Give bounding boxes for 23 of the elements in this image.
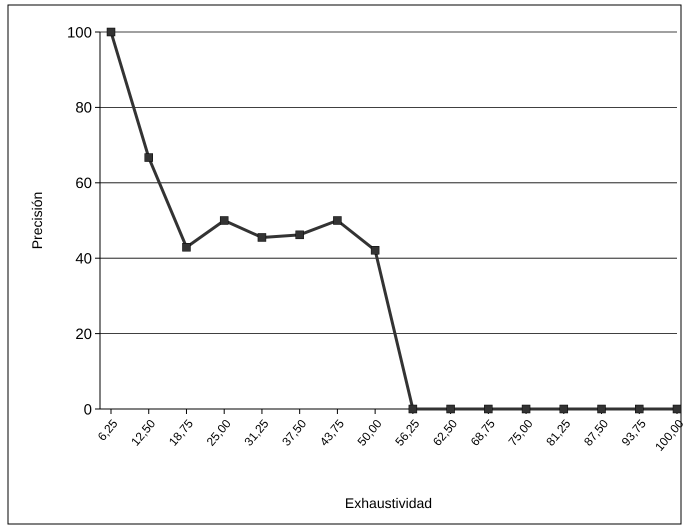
point [484,404,493,414]
y-tick-label: 100 [66,24,92,42]
point [408,404,418,414]
x-axis-title: Exhaustividad [344,495,432,511]
point [370,246,380,255]
point [522,404,530,414]
y-axis-title: Precisión [29,192,45,250]
point [182,243,191,252]
point [220,216,228,225]
y-tick-label: 20 [75,326,92,343]
point [446,404,455,414]
point [144,153,153,162]
point [635,404,644,414]
point [560,404,568,414]
point [295,230,304,240]
point [333,216,342,225]
point [106,28,116,36]
point [597,404,606,414]
y-tick-label: 80 [75,100,92,117]
point [258,233,266,242]
y-tick-label: 60 [75,175,92,192]
y-tick-label: 0 [84,401,92,418]
y-tick-label: 40 [75,250,92,268]
